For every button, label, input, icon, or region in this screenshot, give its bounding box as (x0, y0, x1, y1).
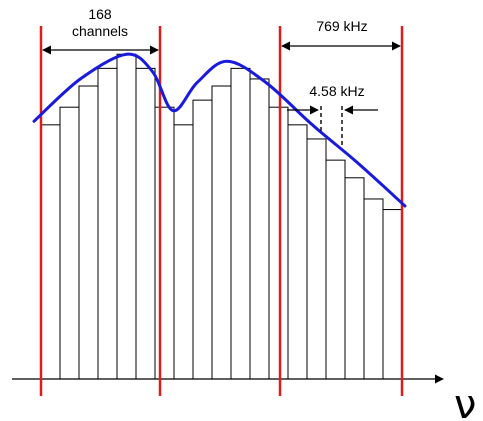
channel-bar (325, 159, 346, 380)
channels-word-label: channels (72, 23, 128, 39)
band-width-label: 769 kHz (316, 18, 367, 34)
channel-bar (97, 67, 118, 380)
channel-bar (154, 106, 175, 380)
channel-width-label: 4.58 kHz (309, 83, 364, 99)
channel-bar (78, 85, 99, 380)
channel-bar (249, 78, 270, 380)
channel-bar (211, 85, 232, 380)
channel-bar (116, 53, 137, 380)
channel-bar (382, 209, 403, 380)
channel-count-label: 168 (88, 6, 112, 22)
channel-bar (363, 198, 384, 380)
channel-bar (230, 67, 251, 380)
channel-bar (306, 138, 327, 380)
frequency-symbol: ν (454, 382, 476, 421)
channel-bars (40, 53, 403, 380)
channel-bar (268, 106, 289, 380)
channel-bar (287, 124, 308, 380)
channel-bar (40, 124, 61, 380)
channel-bar (173, 124, 194, 380)
channel-bar (344, 177, 365, 380)
channel-bar (135, 67, 156, 380)
channel-bar (192, 99, 213, 380)
spectrum-envelope (32, 52, 407, 208)
channel-bar (59, 106, 80, 380)
